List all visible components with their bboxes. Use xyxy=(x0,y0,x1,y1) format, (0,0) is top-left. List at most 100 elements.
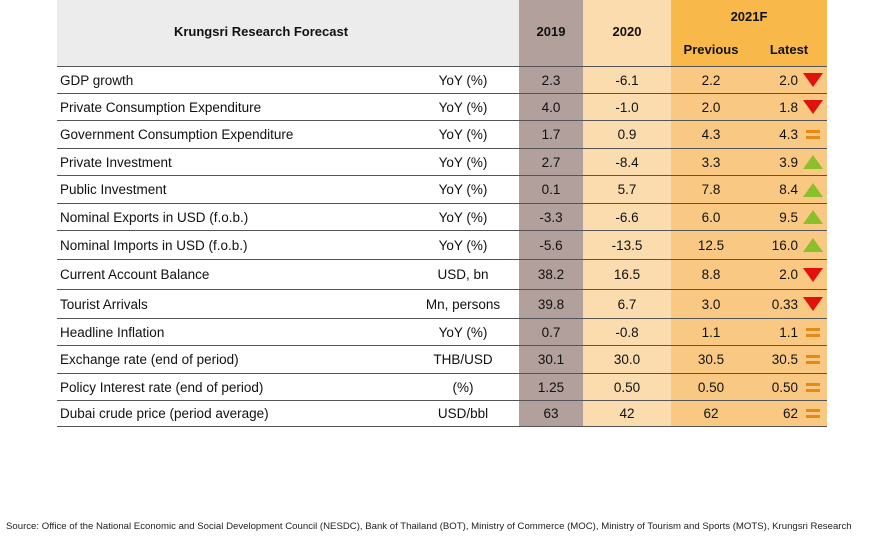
value-2019: 39.8 xyxy=(519,290,583,318)
value-previous: 4.3 xyxy=(671,121,751,148)
value-previous: 2.2 xyxy=(671,67,751,93)
value-latest: 1.8 xyxy=(751,94,798,120)
row-label: Current Account Balance xyxy=(60,267,210,282)
value-2019: 2.3 xyxy=(519,67,583,93)
value-2019: 1.7 xyxy=(519,121,583,148)
value-previous: 8.8 xyxy=(671,260,751,289)
header-2021f-cell xyxy=(671,0,827,66)
table-row: Private Consumption Expenditure YoY (%) 4.… xyxy=(57,93,827,120)
value-latest: 2.0 xyxy=(751,260,798,289)
row-label: Exchange rate (end of period) xyxy=(60,352,239,367)
row-unit: YoY (%) xyxy=(438,154,488,170)
trend-cell xyxy=(798,176,827,203)
value-previous: 1.1 xyxy=(671,319,751,345)
trend-cell xyxy=(798,204,827,230)
up-arrow-icon xyxy=(802,155,823,169)
value-previous: 3.3 xyxy=(671,149,751,175)
column-previous: Previous xyxy=(683,42,739,57)
value-2019: -5.6 xyxy=(519,231,583,259)
up-arrow-icon xyxy=(802,238,823,252)
row-label: GDP growth xyxy=(60,72,134,88)
value-2019: 30.1 xyxy=(519,346,583,373)
table-row: Nominal Exports in USD (f.o.b.) YoY (%) -3… xyxy=(57,203,827,230)
source-note: Source: Office of the National Economic … xyxy=(6,521,852,532)
row-unit: USD/bbl xyxy=(437,406,489,421)
value-previous: 3.0 xyxy=(671,290,751,318)
value-2020: 6.7 xyxy=(583,290,671,318)
table-header: Krungsri Research Forecast 2019 2020 202… xyxy=(57,0,827,66)
table-body: GDP growth YoY (%) 2.3 -6.1 2.2 2.0 Private Co… xyxy=(57,66,827,427)
trend-cell xyxy=(798,231,827,259)
value-previous: 12.5 xyxy=(671,231,751,259)
trend-cell xyxy=(798,374,827,400)
value-previous: 62 xyxy=(671,401,751,426)
value-2019: 1.25 xyxy=(519,374,583,400)
trend-cell xyxy=(798,94,827,120)
row-unit: Mn, persons xyxy=(425,296,501,312)
trend-cell xyxy=(798,121,827,148)
trend-cell xyxy=(798,67,827,93)
value-previous: 2.0 xyxy=(671,94,751,120)
value-2019: 2.7 xyxy=(519,149,583,175)
header-2019-cell xyxy=(519,0,583,66)
row-unit: (%) xyxy=(452,379,474,395)
column-latest: Latest xyxy=(769,42,809,57)
value-previous: 0.50 xyxy=(671,374,751,400)
row-label: Government Consumption Expenditure xyxy=(60,127,294,142)
value-latest: 0.50 xyxy=(751,374,798,400)
value-2020: 0.9 xyxy=(583,121,671,148)
row-unit: YoY (%) xyxy=(438,72,488,88)
table-row: Current Account Balance USD, bn 38.2 16.5 8.… xyxy=(57,259,827,289)
value-latest: 16.0 xyxy=(751,231,798,259)
equal-icon xyxy=(805,382,820,392)
value-latest: 62 xyxy=(751,401,798,426)
equal-icon xyxy=(805,355,820,364)
trend-cell xyxy=(798,290,827,318)
value-2019: 4.0 xyxy=(519,94,583,120)
trend-cell xyxy=(798,319,827,345)
down-arrow-icon xyxy=(802,297,823,311)
table-row: Headline Inflation YoY (%) 0.7 -0.8 1.1 1.1 xyxy=(57,318,827,345)
table-row: Exchange rate (end of period) THB/USD 30.1… xyxy=(57,345,827,373)
down-arrow-icon xyxy=(802,100,823,114)
value-2019: 63 xyxy=(519,401,583,426)
value-latest: 1.1 xyxy=(751,319,798,345)
trend-cell xyxy=(798,149,827,175)
value-2020: -13.5 xyxy=(583,231,671,259)
column-2020: 2020 xyxy=(612,24,642,39)
equal-icon xyxy=(805,409,820,418)
row-label: Policy Interest rate (end of period) xyxy=(60,379,264,395)
value-2020: 16.5 xyxy=(583,260,671,289)
trend-cell xyxy=(798,260,827,289)
value-2020: 42 xyxy=(583,401,671,426)
header-label-cell xyxy=(57,0,519,66)
row-unit: YoY (%) xyxy=(438,99,488,115)
up-arrow-icon xyxy=(802,182,823,197)
table-row: GDP growth YoY (%) 2.3 -6.1 2.2 2.0 xyxy=(57,66,827,93)
value-latest: 2.0 xyxy=(751,67,798,93)
value-2019: -3.3 xyxy=(519,204,583,230)
row-label: Private Consumption Expenditure xyxy=(60,99,262,115)
row-unit: YoY (%) xyxy=(438,209,488,225)
row-label: Private Investment xyxy=(60,154,172,170)
row-label: Nominal Exports in USD (f.o.b.) xyxy=(60,209,249,225)
row-label: Tourist Arrivals xyxy=(60,296,148,312)
value-previous: 7.8 xyxy=(671,176,751,203)
forecast-table: Krungsri Research Forecast 2019 2020 202… xyxy=(57,0,827,427)
value-latest: 30.5 xyxy=(751,346,798,373)
header-2020-cell xyxy=(583,0,671,66)
value-2020: 30.0 xyxy=(583,346,671,373)
table-row: Tourist Arrivals Mn, persons 39.8 6.7 3.0 0.3… xyxy=(57,289,827,318)
table-title: Krungsri Research Forecast xyxy=(173,24,349,39)
row-label: Nominal Imports in USD (f.o.b.) xyxy=(60,237,248,253)
value-2020: -6.6 xyxy=(583,204,671,230)
column-2021f: 2021F xyxy=(730,9,768,24)
down-arrow-icon xyxy=(802,73,823,87)
up-arrow-icon xyxy=(802,210,823,224)
row-unit: YoY (%) xyxy=(438,324,488,340)
value-2019: 0.1 xyxy=(519,176,583,203)
row-label: Dubai crude price (period average) xyxy=(60,406,269,421)
value-latest: 3.9 xyxy=(751,149,798,175)
value-2020: -0.8 xyxy=(583,319,671,345)
value-2019: 38.2 xyxy=(519,260,583,289)
